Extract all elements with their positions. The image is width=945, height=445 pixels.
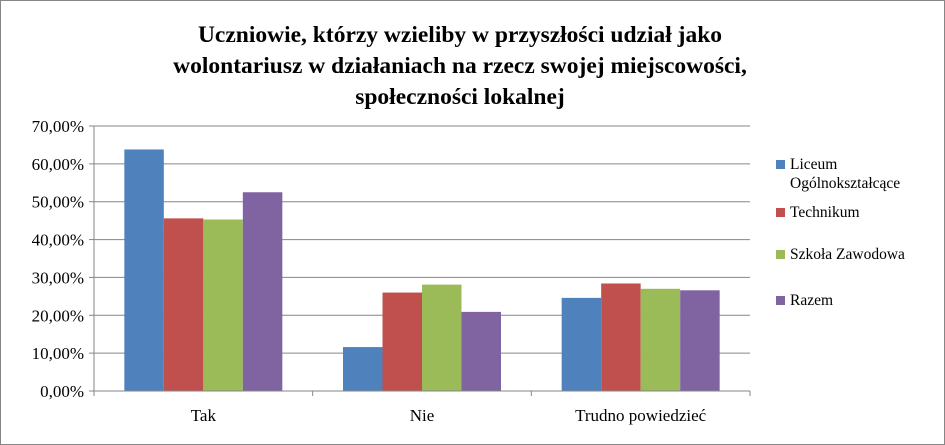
legend-label: Razem <box>790 292 834 309</box>
chart-title-line-2: wolontariusz w działaniach na rzecz swoj… <box>173 53 747 79</box>
legend-swatch <box>776 296 785 305</box>
bar <box>203 219 243 391</box>
bar <box>382 292 422 391</box>
bar <box>422 284 462 391</box>
legend-swatch <box>776 160 785 169</box>
bar <box>561 297 602 391</box>
legend-label: Szkoła Zawodowa <box>790 246 905 263</box>
chart-title-line-1: Uczniowie, którzy wzieliby w przyszłości… <box>197 22 723 48</box>
legend-swatch <box>776 208 785 217</box>
y-tick-label: 0,00% <box>40 382 84 401</box>
chart-title: Uczniowie, którzy wzieliby w przyszłości… <box>60 20 860 113</box>
y-tick-label: 50,00% <box>32 193 84 212</box>
bar <box>680 290 720 391</box>
bar <box>461 311 501 391</box>
y-tick-label: 40,00% <box>32 231 84 250</box>
legend-item: Razem <box>776 291 833 310</box>
legend-item: Liceum Ogólnokształcące <box>776 155 900 193</box>
bar <box>601 283 641 391</box>
x-tick-label: Tak <box>191 406 217 425</box>
x-tick-label: Nie <box>410 406 435 425</box>
y-tick-label: 70,00% <box>32 117 84 136</box>
bar <box>343 347 383 391</box>
legend-label: Technikum <box>790 204 860 221</box>
legend-item: Technikum <box>776 203 860 222</box>
legend-label: Liceum Ogólnokształcące <box>790 156 901 192</box>
legend-swatch <box>776 250 785 259</box>
bar <box>242 192 283 391</box>
y-tick-label: 20,00% <box>32 306 84 325</box>
y-tick-label: 30,00% <box>32 268 84 287</box>
bar <box>640 288 681 391</box>
x-tick-label: Trudno powiedzieć <box>575 406 707 425</box>
bar <box>163 218 204 391</box>
chart-title-line-3: społeczności lokalnej <box>355 84 565 110</box>
y-tick-label: 10,00% <box>32 344 84 363</box>
legend-item: Szkoła Zawodowa <box>776 245 905 264</box>
y-tick-label: 60,00% <box>32 155 84 174</box>
bar <box>124 149 164 391</box>
